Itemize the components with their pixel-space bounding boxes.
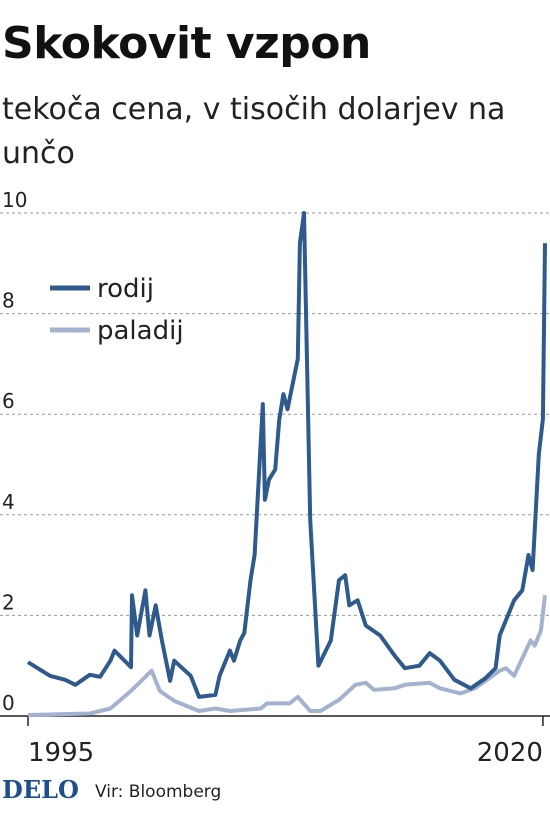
y-tick-label: 8 bbox=[2, 289, 15, 313]
x-tick-label: 1995 bbox=[28, 738, 94, 768]
source: Vir: Bloomberg bbox=[95, 782, 221, 802]
series-line bbox=[26, 211, 547, 699]
x-tick-label: 2020 bbox=[477, 738, 543, 768]
y-tick-label: 2 bbox=[2, 590, 15, 614]
legend-label: rodij bbox=[97, 274, 154, 304]
y-tick-label: 10 bbox=[2, 188, 27, 212]
y-tick-label: 4 bbox=[2, 490, 15, 514]
chart-subtitle: tekoča cena, v tisočih dolarjev na unčo bbox=[2, 92, 506, 171]
y-tick-label: 0 bbox=[2, 691, 15, 715]
legend-label: paladij bbox=[97, 316, 184, 346]
logo: DELO bbox=[2, 775, 79, 804]
series-line bbox=[27, 595, 547, 717]
chart-title: Skokovit vzpon bbox=[2, 18, 371, 69]
y-tick-label: 6 bbox=[2, 389, 15, 413]
